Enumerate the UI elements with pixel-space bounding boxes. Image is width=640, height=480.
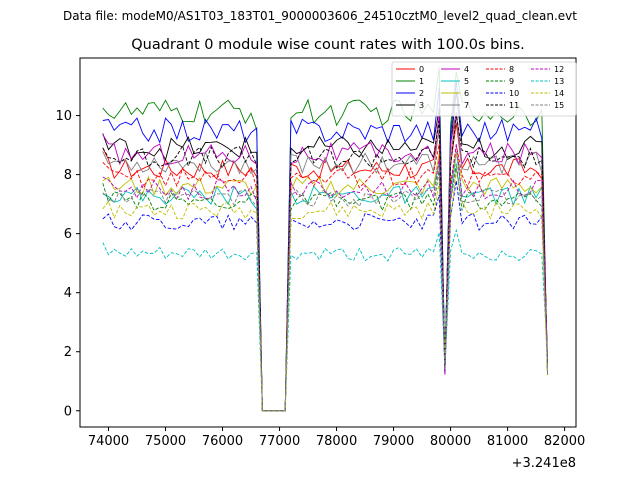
y-tick-label: 6 (64, 227, 72, 242)
series-line-14 (102, 171, 548, 412)
series-line-8 (102, 143, 548, 412)
x-tick-label: 79000 (373, 434, 414, 449)
legend-label-8: 8 (509, 65, 514, 74)
legend-label-4: 4 (464, 65, 469, 74)
x-axis-offset-text: +3.241e8 (512, 456, 576, 471)
x-tick-label: 75000 (145, 434, 186, 449)
x-tick-label: 78000 (316, 434, 357, 449)
y-tick-label: 8 (64, 168, 72, 183)
x-tick-label: 82000 (544, 434, 585, 449)
y-tick-label: 0 (64, 404, 72, 419)
series-line-2 (102, 80, 548, 412)
series-line-12 (102, 143, 548, 412)
x-axis: 74000 75000 76000 77000 78000 79000 80000 81000… (88, 427, 585, 449)
series-line-1 (102, 67, 548, 412)
y-tick-label: 10 (55, 109, 72, 124)
plot-lines (102, 67, 548, 412)
y-tick-label: 2 (64, 345, 72, 360)
series-line-10 (102, 180, 548, 412)
x-tick-label: 81000 (487, 434, 528, 449)
legend-label-3: 3 (419, 101, 424, 110)
x-tick-label: 76000 (202, 434, 243, 449)
chart-title: Quadrant 0 module wise count rates with … (131, 37, 525, 53)
series-line-9 (102, 163, 548, 412)
x-tick-label: 77000 (259, 434, 300, 449)
axes-frame (79, 57, 577, 428)
legend-label-1: 1 (419, 77, 424, 86)
series-line-7 (102, 115, 548, 412)
legend-label-2: 2 (419, 89, 424, 98)
legend-label-10: 10 (509, 89, 519, 98)
series-line-0 (102, 123, 548, 412)
x-tick-label: 74000 (88, 434, 129, 449)
legend-label-14: 14 (554, 89, 564, 98)
series-line-3 (102, 91, 548, 412)
legend-label-7: 7 (464, 101, 469, 110)
series-line-6 (102, 152, 548, 412)
legend-label-13: 13 (554, 77, 564, 86)
legend-label-6: 6 (464, 89, 469, 98)
series-line-11 (102, 114, 548, 412)
legend-label-0: 0 (419, 65, 424, 74)
series-line-15 (102, 168, 548, 412)
legend-label-11: 11 (509, 101, 519, 110)
legend-label-12: 12 (554, 65, 564, 74)
x-tick-label: 80000 (430, 434, 471, 449)
y-axis: 0 2 4 6 8 10 (55, 109, 80, 419)
legend-label-5: 5 (464, 77, 469, 86)
legend-box (391, 61, 577, 117)
y-tick-label: 4 (64, 286, 72, 301)
series-line-4 (102, 111, 548, 412)
figure-suptitle: Data file: modeM0/AS1T03_183T01_90000036… (63, 9, 577, 23)
series-line-13 (102, 228, 548, 412)
legend-label-15: 15 (554, 101, 564, 110)
legend-label-9: 9 (509, 77, 514, 86)
